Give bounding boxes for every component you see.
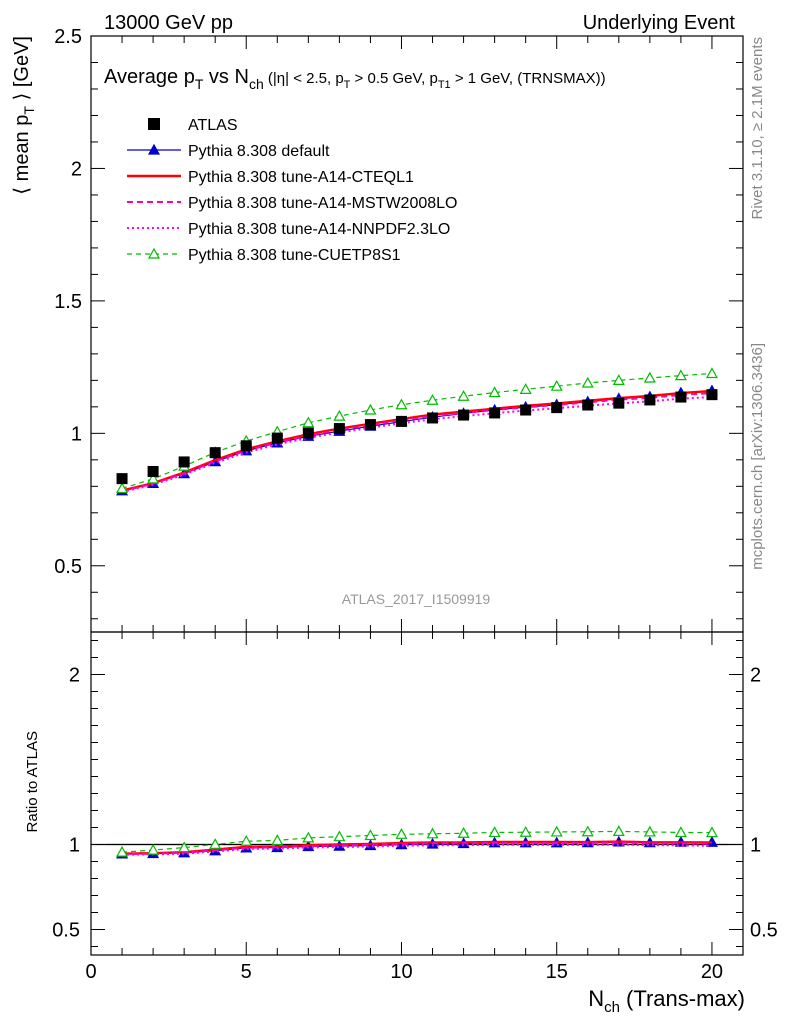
atlas-data-point	[489, 407, 501, 419]
ratio-point-pythia-8-308-tune-cuetp8s1	[116, 845, 129, 857]
ratio-point-pythia-8-308-tune-cuetp8s1	[457, 827, 470, 838]
legend-label-pythia-8-308-tune-a14-cteql1: Pythia 8.308 tune-A14-CTEQL1	[188, 169, 414, 186]
ratio-y-tick-label-right: 1	[750, 835, 761, 857]
atlas-data-point	[582, 399, 594, 411]
ratio-point-pythia-8-308-tune-cuetp8s1	[581, 825, 594, 837]
legend-marker-pythia-8-308-default	[147, 143, 161, 155]
ratio-point-pythia-8-308-tune-cuetp8s1	[488, 826, 501, 838]
atlas-data-point	[613, 397, 625, 409]
x-tick-label: 10	[390, 961, 412, 983]
ratio-y-tick-label-left: 0.5	[52, 920, 80, 942]
main-panel: 0.5 1 1.5 2 2.5	[54, 26, 744, 955]
main-point-pythia-8-308-tune-cuetp8s1	[364, 403, 377, 415]
atlas-data-point	[333, 423, 345, 435]
main-point-pythia-8-308-tune-cuetp8s1	[643, 371, 656, 383]
header-right: Underlying Event	[583, 12, 736, 34]
main-point-pythia-8-308-tune-cuetp8s1	[147, 472, 160, 484]
x-tick-label: 5	[241, 961, 252, 983]
atlas-data-point	[116, 473, 128, 485]
ratio-point-pythia-8-308-tune-cuetp8s1	[147, 843, 160, 855]
legend-label-pythia-8-308-default: Pythia 8.308 default	[188, 143, 330, 160]
legend-label-pythia-8-308-tune-a14-nnpdf2-3lo: Pythia 8.308 tune-A14-NNPDF2.3LO	[188, 221, 450, 238]
ratio-point-pythia-8-308-tune-cuetp8s1	[426, 827, 439, 839]
y-tick-label: 2	[71, 158, 82, 180]
ratio-point-pythia-8-308-tune-cuetp8s1	[612, 825, 625, 837]
atlas-data-point	[240, 440, 252, 452]
y-tick-label: 1	[71, 423, 82, 445]
analysis-watermark: ATLAS_2017_I1509919	[342, 591, 491, 607]
legend-label-atlas: ATLAS	[188, 117, 238, 134]
ratio-point-pythia-8-308-tune-cuetp8s1	[364, 829, 377, 841]
ratio-panel: 0 5 10 15 20 0.5 0.5 1 1 2 2	[52, 631, 778, 983]
y-tick-label: 0.5	[54, 556, 82, 578]
ratio-point-pythia-8-308-tune-cuetp8s1	[209, 838, 222, 849]
chart-title: Average pT vs Nch (|η| < 2.5, pT > 0.5 G…	[104, 66, 606, 92]
ratio-point-pythia-8-308-tune-cuetp8s1	[302, 831, 315, 843]
atlas-data-point	[271, 432, 283, 444]
main-point-pythia-8-308-tune-cuetp8s1	[519, 383, 532, 394]
atlas-data-point	[706, 389, 718, 401]
x-tick-label: 0	[85, 961, 96, 983]
legend-marker-pythia-8-308-tune-cuetp8s1	[147, 247, 161, 259]
header-left: 13000 GeV pp	[104, 12, 233, 34]
ratio-y-tick-label-left: 1	[69, 835, 80, 857]
ratio-line-pythia-8-308-tune-a14-nnpdf2-3lo	[122, 843, 712, 856]
main-point-pythia-8-308-tune-cuetp8s1	[333, 409, 346, 421]
main-line-pythia-8-308-tune-cuetp8s1	[121, 372, 712, 490]
main-point-pythia-8-308-tune-cuetp8s1	[302, 416, 315, 428]
ratio-frame	[90, 631, 744, 956]
y-axis-label: ⟨ mean pT ⟩ [GeV]	[11, 36, 37, 195]
ratio-point-pythia-8-308-tune-cuetp8s1	[705, 826, 718, 838]
main-point-pythia-8-308-tune-cuetp8s1	[395, 398, 408, 410]
ratio-y-tick-label-right: 2	[750, 665, 761, 687]
legend-label-pythia-8-308-tune-a14-mstw2008lo: Pythia 8.308 tune-A14-MSTW2008LO	[188, 195, 457, 212]
mcplots-label: mcplots.cern.ch [arXiv:1306.3436]	[749, 343, 766, 570]
atlas-data-point	[675, 391, 687, 403]
y-tick-label: 1.5	[54, 291, 82, 313]
x-tick-label: 15	[546, 961, 568, 983]
main-point-pythia-8-308-tune-cuetp8s1	[488, 386, 501, 398]
main-point-pythia-8-308-tune-cuetp8s1	[116, 482, 129, 494]
atlas-data-point	[395, 415, 407, 427]
main-point-pythia-8-308-tune-cuetp8s1	[550, 379, 563, 391]
ratio-point-pythia-8-308-tune-cuetp8s1	[271, 834, 284, 846]
atlas-data-point	[209, 447, 221, 459]
atlas-data-point	[178, 456, 190, 468]
ratio-point-pythia-8-308-tune-cuetp8s1	[395, 828, 408, 839]
legend-label-pythia-8-308-tune-cuetp8s1: Pythia 8.308 tune-CUETP8S1	[188, 247, 401, 264]
rivet-label: Rivet 3.1.10, ≥ 2.1M events	[749, 37, 766, 220]
atlas-data-point	[427, 412, 439, 424]
ratio-point-pythia-8-308-tune-cuetp8s1	[178, 841, 191, 853]
atlas-data-point	[302, 427, 314, 439]
main-line-pythia-8-308-tune-a14-nnpdf2-3lo	[121, 396, 713, 493]
atlas-data-point	[458, 409, 470, 421]
x-tick-label: 20	[701, 961, 723, 983]
main-point-pythia-8-308-tune-cuetp8s1	[581, 376, 594, 388]
ratio-y-tick-label-left: 2	[69, 665, 80, 687]
ratio-point-pythia-8-308-tune-cuetp8s1	[674, 826, 687, 838]
main-point-pythia-8-308-tune-cuetp8s1	[612, 374, 625, 385]
ratio-y-tick-label-right: 0.5	[750, 920, 778, 942]
y-tick-label: 2.5	[54, 26, 82, 48]
main-point-pythia-8-308-tune-cuetp8s1	[705, 367, 718, 379]
ratio-point-pythia-8-308-tune-cuetp8s1	[240, 835, 253, 846]
main-point-pythia-8-308-tune-cuetp8s1	[457, 390, 470, 401]
atlas-data-point	[551, 402, 563, 414]
atlas-data-point	[644, 394, 656, 406]
ratio-y-axis-label: Ratio to ATLAS	[24, 731, 41, 832]
main-point-pythia-8-308-tune-cuetp8s1	[674, 369, 687, 381]
legend-marker-atlas	[148, 118, 160, 130]
main-point-pythia-8-308-tune-cuetp8s1	[426, 393, 439, 405]
ratio-point-pythia-8-308-tune-cuetp8s1	[519, 826, 532, 837]
ratio-point-pythia-8-308-tune-cuetp8s1	[550, 825, 563, 837]
x-axis-label: Nch (Trans-max)	[588, 986, 745, 1016]
atlas-data-point	[520, 404, 532, 416]
ratio-point-pythia-8-308-tune-cuetp8s1	[643, 825, 656, 837]
atlas-data-point	[147, 465, 159, 477]
ratio-line-pythia-8-308-tune-a14-mstw2008lo	[122, 841, 712, 856]
legend: ATLAS Pythia 8.308 default Pythia 8.308 tu…	[127, 117, 457, 264]
atlas-data-point	[364, 419, 376, 431]
ratio-point-pythia-8-308-tune-cuetp8s1	[333, 830, 346, 842]
